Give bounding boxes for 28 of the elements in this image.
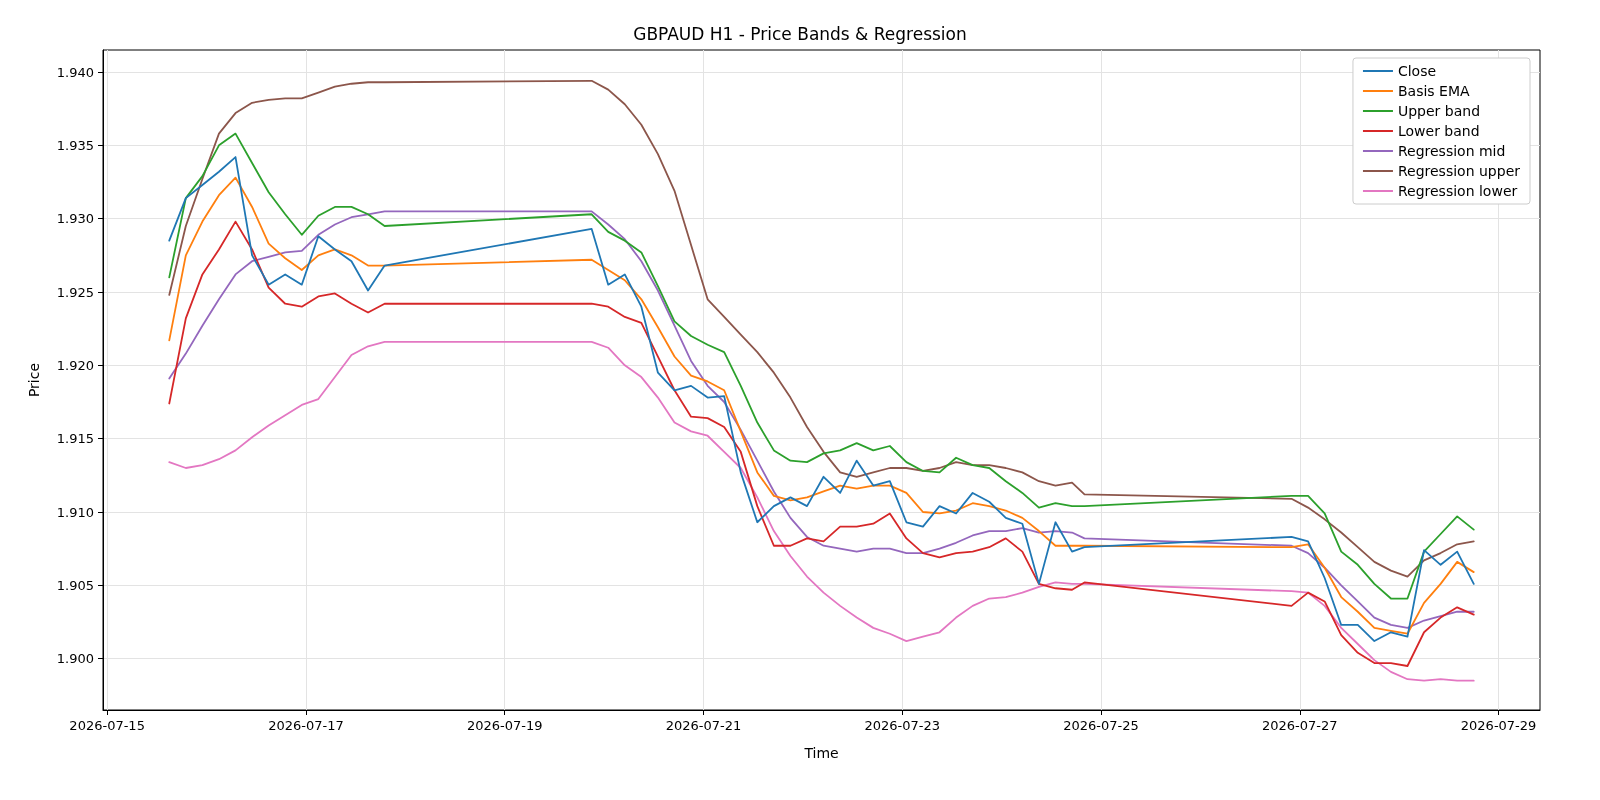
y-tick-label: 1.930 bbox=[56, 211, 94, 227]
x-tick-label: 2026-07-23 bbox=[864, 718, 941, 733]
legend-label: Regression mid bbox=[1397, 143, 1506, 159]
y-tick-label: 1.925 bbox=[56, 284, 94, 300]
x-tick-label: 2026-07-25 bbox=[1063, 718, 1139, 733]
legend-label: Basis EMA bbox=[1397, 83, 1470, 99]
y-tick-label: 1.940 bbox=[56, 64, 94, 80]
x-tick-label: 2026-07-17 bbox=[268, 718, 344, 733]
y-tick-label: 1.920 bbox=[56, 357, 94, 373]
x-tick-label: 2026-07-19 bbox=[466, 718, 543, 733]
y-axis-title: Price bbox=[26, 362, 42, 398]
legend-label: Lower band bbox=[1397, 123, 1480, 139]
legend-label: Regression upper bbox=[1397, 163, 1521, 179]
y-tick-label: 1.915 bbox=[56, 431, 94, 447]
legend-label: Close bbox=[1397, 63, 1437, 79]
x-tick-label: 2026-07-15 bbox=[69, 718, 145, 733]
legend-label: Regression lower bbox=[1397, 183, 1518, 199]
x-tick-label: 2026-07-29 bbox=[1460, 718, 1537, 733]
x-tick-label: 2026-07-27 bbox=[1262, 718, 1338, 733]
y-tick-label: 1.910 bbox=[56, 504, 94, 520]
x-tick-label: 2026-07-21 bbox=[665, 718, 742, 733]
y-tick-label: 1.935 bbox=[56, 137, 94, 153]
line-series bbox=[168, 340, 1475, 682]
legend-label: Upper band bbox=[1397, 103, 1481, 119]
x-axis-title: Time bbox=[803, 745, 839, 761]
y-tick-label: 1.900 bbox=[56, 651, 94, 667]
y-tick-label: 1.905 bbox=[56, 577, 94, 593]
chart-title: GBPAUD H1 - Price Bands & Regression bbox=[633, 23, 967, 44]
